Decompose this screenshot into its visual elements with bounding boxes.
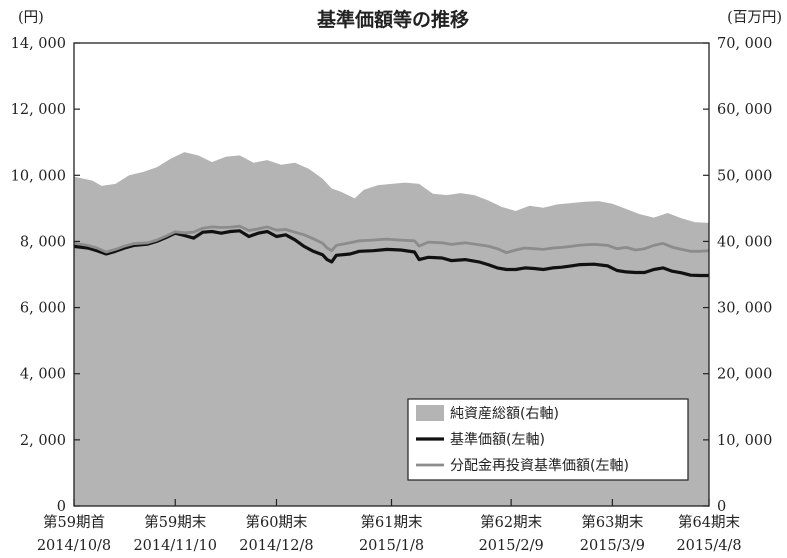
x-tick-period-label: 第62期末 (480, 513, 542, 531)
legend-box (407, 398, 689, 481)
x-tick-date-label: 2015/4/8 (676, 538, 741, 554)
legend-swatch-net-assets (416, 405, 444, 421)
x-tick-date-label: 2014/10/8 (37, 538, 111, 554)
series-reinvested-nav-line (73, 224, 710, 255)
x-tick-period-label: 第59期末 (144, 513, 206, 531)
right-tick-label: 50, 000 (717, 168, 772, 184)
right-tick-label: 70, 000 (717, 36, 772, 52)
left-tick-label: 14, 000 (11, 36, 66, 52)
x-tick-period-label: 第59期首 (43, 513, 105, 531)
x-tick-period-label: 第63期末 (581, 513, 643, 531)
axes: 0 2, 000 4, 000 6, 000 8, 000 10, 000 12, 000 1… (11, 36, 773, 554)
legend-label: 基準価額(左軸) (450, 431, 545, 448)
right-tick-label: 20, 000 (717, 367, 772, 383)
series-nav-line (73, 229, 709, 278)
x-tick-date-label: 2014/12/8 (239, 538, 313, 554)
left-tick-label: 10, 000 (11, 168, 66, 184)
left-tick-label: 0 (57, 499, 66, 515)
right-tick-label: 10, 000 (717, 433, 772, 449)
x-tick-period-label: 第60期末 (245, 513, 307, 531)
x-tick-period-label: 第64期末 (678, 513, 740, 531)
left-axis-unit: (円) (18, 10, 44, 26)
left-tick-label: 4, 000 (20, 367, 66, 383)
right-axis-unit: (百万円) (727, 10, 782, 26)
legend-label: 分配金再投資基準価額(左軸) (450, 457, 629, 474)
x-tick-period-label: 第61期末 (361, 513, 423, 531)
right-tick-label: 30, 000 (717, 301, 772, 317)
legend-label: 純資産総額(右軸) (450, 406, 559, 422)
left-tick-label: 12, 000 (11, 102, 66, 118)
x-tick-date-label: 2015/1/8 (359, 538, 424, 554)
x-tick-date-label: 2014/11/10 (133, 538, 217, 554)
left-tick-label: 2, 000 (20, 433, 66, 449)
legend: 純資産総額(右軸) 基準価額(左軸) 分配金再投資基準価額(左軸) (407, 398, 689, 481)
right-tick-label: 60, 000 (717, 102, 772, 118)
chart-title: 基準価額等の推移 (316, 8, 469, 31)
right-tick-label: 40, 000 (717, 234, 772, 250)
right-tick-label: 0 (717, 499, 726, 515)
x-tick-date-label: 2015/3/9 (580, 538, 645, 554)
left-tick-label: 6, 000 (20, 301, 66, 317)
x-tick-date-label: 2015/2/9 (479, 538, 544, 554)
left-tick-label: 8, 000 (20, 234, 66, 250)
